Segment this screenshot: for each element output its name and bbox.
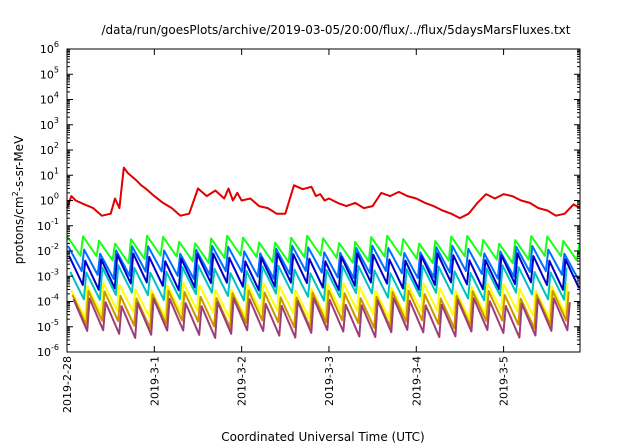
y-axis-label-sup: 2 xyxy=(11,191,20,196)
y-tick-label: 102 xyxy=(40,141,59,157)
y-tick-label: 10-6 xyxy=(37,343,59,359)
y-tick-label: 100 xyxy=(40,192,59,208)
series-line-2 xyxy=(66,234,581,265)
series-line-5 xyxy=(69,264,568,302)
y-tick-label: 10-2 xyxy=(37,242,59,258)
y-tick-label: 10-4 xyxy=(37,293,59,309)
series-line-1 xyxy=(66,166,581,220)
series-line-7 xyxy=(71,289,570,330)
y-tick-label: 103 xyxy=(40,116,59,132)
x-tick-label: 2019-3-5 xyxy=(498,356,511,406)
x-tick-label: 2019-3-1 xyxy=(148,356,161,406)
y-tick-label: 105 xyxy=(40,65,59,81)
x-tick-label: 2019-2-28 xyxy=(61,356,74,413)
y-tick-label: 101 xyxy=(40,166,59,182)
series-layer xyxy=(66,166,581,339)
x-axis-ticks: 2019-2-28 2019-3-1 2019-3-2 2019-3-3 2019-3-… xyxy=(61,49,511,413)
y-tick-label: 10-1 xyxy=(37,217,59,233)
x-axis-label: Coordinated Universal Time (UTC) xyxy=(221,430,424,444)
y-tick-label: 104 xyxy=(40,91,59,107)
x-tick-label: 2019-3-2 xyxy=(236,356,249,406)
series-line-4 xyxy=(68,252,581,292)
y-tick-label: 10-3 xyxy=(37,267,59,283)
y-axis-ticks: 10-6 10-5 10-4 10-3 10-2 10-1 100 101 102 103 104 1… xyxy=(37,40,580,359)
series-line-8 xyxy=(72,297,571,339)
chart-title: /data/run/goesPlots/archive/2019-03-05/2… xyxy=(102,23,571,37)
x-tick-label: 2019-3-4 xyxy=(410,356,423,406)
y-axis-label-rest: -s-sr-MeV xyxy=(12,135,26,191)
y-tick-label: 10-5 xyxy=(37,318,59,334)
y-tick-label: 106 xyxy=(40,40,59,56)
y-axis-label-base: protons/cm xyxy=(12,196,26,264)
series-line-3 xyxy=(67,244,579,280)
y-axis-label: protons/cm2-s-sr-MeV xyxy=(11,135,26,264)
x-tick-label: 2019-3-3 xyxy=(323,356,336,406)
